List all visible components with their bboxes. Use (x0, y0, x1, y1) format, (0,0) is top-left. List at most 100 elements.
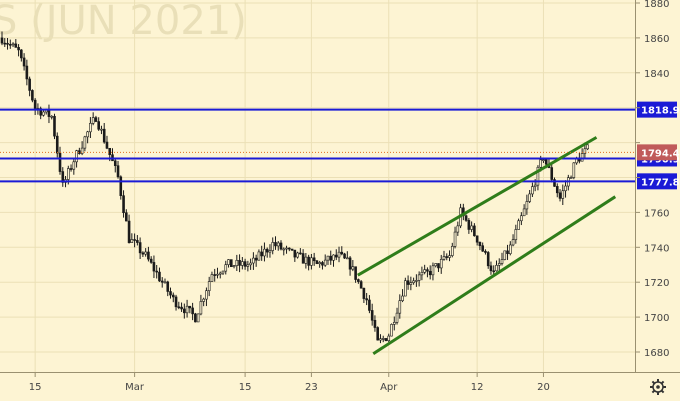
last-price-tag-label: 1794.4 (641, 148, 680, 159)
candle-body (434, 263, 438, 267)
candle-body (448, 255, 451, 258)
candle-body (260, 251, 263, 257)
candle-body (580, 153, 584, 162)
candle-body (136, 240, 139, 243)
candle-body (20, 49, 23, 59)
candle-body (456, 225, 460, 233)
candle-body (343, 253, 346, 259)
candle-body (89, 123, 92, 133)
candle-body (221, 270, 225, 274)
channel-line (357, 136, 598, 277)
x-tick-label: 23 (305, 382, 318, 393)
candle-body (572, 162, 576, 178)
gear-icon[interactable] (650, 379, 666, 395)
candle-body (304, 256, 308, 264)
candle-body (368, 299, 371, 311)
candle-body (91, 117, 95, 124)
candle-body (6, 42, 9, 45)
candle-body (282, 248, 286, 251)
candle-body (503, 250, 507, 260)
candle-body (401, 295, 404, 301)
candle-body (42, 111, 45, 116)
candle-body (517, 220, 520, 230)
candle-body (387, 335, 391, 341)
candle-body (265, 248, 269, 253)
candle-body (263, 248, 266, 257)
candle-body (246, 264, 250, 267)
candle-body (351, 266, 355, 270)
candle-body (536, 166, 540, 186)
candle-body (224, 264, 228, 272)
candle-body (406, 280, 410, 285)
candle-body (426, 269, 429, 272)
candle-body (69, 168, 73, 170)
candle-body (279, 242, 283, 250)
candle-body (108, 147, 112, 156)
candle-body (362, 287, 366, 299)
candle-body (3, 42, 7, 45)
y-tick-label: 1840 (644, 69, 669, 80)
x-tick-label: 12 (471, 382, 484, 393)
candle-body (155, 270, 158, 273)
candle-body (500, 259, 504, 264)
candle-body (149, 258, 153, 263)
candle-body (486, 252, 490, 267)
candle-body (274, 242, 277, 247)
candle-body (218, 272, 222, 275)
candle-body (357, 279, 360, 282)
y-tick-label: 1760 (644, 208, 669, 219)
candle-body (296, 252, 299, 258)
candle-body (11, 43, 15, 46)
level-tag-box (637, 101, 677, 118)
candle-body (346, 257, 349, 260)
candle-body (495, 264, 498, 272)
candle-body (166, 281, 170, 292)
candle-body (152, 262, 156, 272)
candle-body (163, 281, 167, 284)
candle-body (586, 144, 589, 150)
candle-body (370, 310, 374, 321)
candle-body (558, 192, 562, 199)
candle-body (116, 165, 120, 178)
candle-body (293, 249, 297, 258)
x-tick-label: Apr (380, 382, 398, 393)
candle-body (337, 251, 341, 258)
candle-body (160, 280, 164, 283)
time-axis[interactable]: 15 Mar 15 23 Apr 12 20 (29, 372, 550, 393)
candle-body (473, 225, 476, 237)
candle-body (257, 251, 261, 261)
candle-body (147, 251, 150, 260)
candle-body (365, 298, 368, 301)
candle-body (323, 259, 327, 266)
candle-body (329, 255, 333, 261)
grid (0, 0, 635, 372)
candle-body (544, 159, 548, 165)
candle-body (210, 274, 214, 282)
candle-body (271, 242, 275, 251)
candle-body (31, 90, 34, 101)
x-tick-label: Mar (125, 382, 145, 393)
symbol-watermark: S (JUN 2021) (0, 0, 247, 44)
candle-body (381, 338, 385, 340)
price-axis[interactable]: 1680 1700 1720 1740 1760 1840 1860 1880 (635, 0, 669, 359)
candle-body (379, 338, 382, 341)
candle-body (268, 250, 272, 253)
candle-body (307, 256, 310, 266)
candle-body (86, 131, 89, 138)
candle-body (420, 272, 424, 276)
candle-body (555, 186, 559, 194)
candle-body (8, 44, 12, 46)
candle-body (22, 57, 26, 67)
candle-body (141, 252, 145, 255)
candle-body (39, 108, 42, 116)
candle-body (169, 291, 172, 296)
trend-channel[interactable] (357, 136, 617, 356)
candle-body (340, 251, 344, 255)
candle-body (67, 168, 70, 180)
candle-body (125, 212, 128, 222)
candle-body (158, 271, 161, 282)
candle-body (442, 256, 446, 260)
candle-body (97, 121, 100, 130)
